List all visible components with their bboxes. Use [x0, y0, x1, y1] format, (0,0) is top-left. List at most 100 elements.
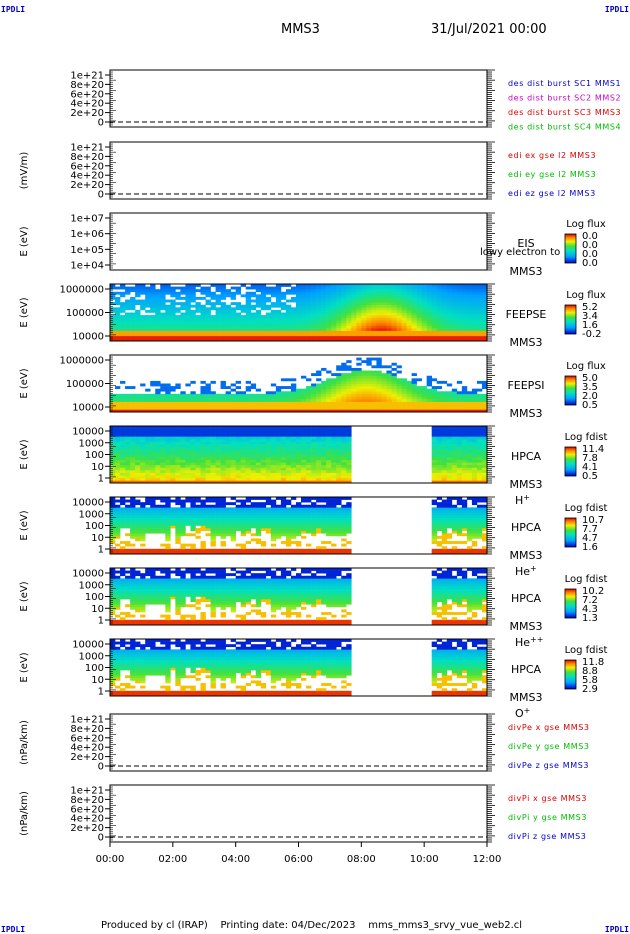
spacecraft-label-7: MMS3 — [510, 620, 543, 633]
corner-tag-top-right: IPDLI — [604, 5, 629, 14]
ylabel-8: E (eV) — [19, 652, 30, 682]
ytick-label-8-0: 10000 — [72, 640, 104, 651]
colorbar-tick-4-3: 0.5 — [582, 400, 598, 411]
spacecraft-label-6: MMS3 — [510, 549, 543, 562]
corner-tag-bottom-right: IPDLI — [604, 925, 629, 934]
species-label-7: He++ — [515, 635, 543, 650]
ytick-label-5-1: 1000 — [79, 438, 104, 449]
colorbar-tick-4-1: 3.5 — [582, 382, 598, 393]
right-tick-comb-6 — [110, 496, 495, 555]
ytick-label-0-2: 6e+20 — [70, 89, 104, 100]
ytick-label-3-1: 100000 — [66, 308, 104, 319]
colorbar-tick-6-2: 4.7 — [582, 533, 598, 544]
colorbar-tick-7-3: 1.3 — [582, 613, 598, 624]
colorbar-tick-8-3: 2.9 — [582, 684, 598, 695]
colorbar-title-5: Log fdist — [565, 432, 608, 443]
ytick-label-7-4: 1 — [98, 616, 104, 627]
spectrogram-7 — [110, 568, 488, 626]
colorbar-tick-2-0: 0.0 — [582, 231, 598, 242]
colorbar-6 — [564, 517, 577, 548]
overlay-text-2: lowy electron to — [480, 247, 560, 258]
ytick-label-10-3: 4e+20 — [70, 814, 104, 825]
colorbar-5 — [564, 446, 577, 477]
ylabel-1: (mV/m) — [19, 152, 30, 190]
legend-entry-10-2: divPi z gse MMS3 — [508, 832, 586, 841]
ytick-label-0-5: 0 — [98, 118, 104, 129]
corner-tag-top-left: IPDLI — [1, 5, 26, 14]
ytick-label-5-2: 100 — [85, 450, 104, 461]
instrument-label-6: HPCA — [511, 521, 542, 534]
ytick-label-7-1: 1000 — [79, 580, 104, 591]
colorbar-tick-5-1: 7.8 — [582, 453, 598, 464]
colorbar-tick-6-0: 10.7 — [582, 515, 604, 526]
ytick-label-5-3: 10 — [91, 462, 104, 473]
ytick-label-1-5: 0 — [98, 190, 104, 201]
ytick-label-1-0: 1e+21 — [70, 143, 104, 154]
spacecraft-title: MMS3 — [281, 22, 320, 37]
legend-entry-0-2: des dist burst SC3 MMS3 — [508, 108, 621, 117]
colorbar-7 — [564, 588, 577, 619]
ytick-label-1-2: 6e+20 — [70, 161, 104, 172]
xtick-label-5: 10:00 — [410, 854, 439, 865]
footer-filename: mms_mms3_srvy_vue_web2.cl — [368, 920, 523, 931]
colorbar-tick-2-2: 0.0 — [582, 249, 598, 260]
right-tick-comb-2 — [110, 212, 495, 271]
ytick-label-10-2: 6e+20 — [70, 804, 104, 815]
panel-4: 1000000 100000 10000 E (eV) FEEPSI MMS3 Log fl… — [19, 354, 606, 420]
ytick-label-5-0: 10000 — [72, 427, 104, 438]
footer-printing-date: Printing date: 04/Dec/2023 — [220, 920, 356, 931]
ytick-label-1-4: 2e+20 — [70, 180, 104, 191]
xtick-label-3: 06:00 — [284, 854, 313, 865]
xtick-label-0: 00:00 — [96, 854, 125, 865]
ytick-label-10-5: 0 — [98, 833, 104, 844]
xtick-label-1: 02:00 — [158, 854, 187, 865]
ylabel-4: E (eV) — [19, 368, 30, 398]
colorbar-title-6: Log fdist — [565, 503, 608, 514]
spectrogram-6 — [110, 497, 488, 555]
ytick-label-2-1: 1e+06 — [70, 229, 104, 240]
legend-entry-1-0: edi ex gse l2 MMS3 — [508, 151, 596, 160]
ytick-label-2-2: 1e+05 — [70, 245, 104, 256]
ytick-label-3-2: 10000 — [72, 332, 104, 343]
colorbar-tick-5-3: 0.5 — [582, 471, 598, 482]
spectrogram-8 — [110, 639, 488, 697]
colorbar-tick-6-1: 7.7 — [582, 524, 598, 535]
spacecraft-label-4: MMS3 — [510, 407, 543, 420]
ytick-label-9-0: 1e+21 — [70, 715, 104, 726]
legend-entry-0-0: des dist burst SC1 MMS1 — [508, 79, 621, 88]
instrument-label-8: HPCA — [511, 663, 542, 676]
colorbar-8 — [564, 659, 577, 690]
spacecraft-label-3: MMS3 — [510, 336, 543, 349]
ytick-label-0-4: 2e+20 — [70, 108, 104, 119]
ytick-label-7-2: 100 — [85, 592, 104, 603]
colorbar-tick-7-2: 4.3 — [582, 604, 598, 615]
ytick-label-8-1: 1000 — [79, 651, 104, 662]
spacecraft-label-2: MMS3 — [510, 265, 543, 278]
legend-entry-1-1: edi ey gse l2 MMS3 — [508, 170, 596, 179]
panel-frame-10 — [109, 784, 488, 843]
ytick-label-9-5: 0 — [98, 762, 104, 773]
ytick-label-7-3: 10 — [91, 604, 104, 615]
panel-frame-2 — [109, 212, 488, 271]
spacecraft-label-5: MMS3 — [510, 478, 543, 491]
spectrogram-3 — [110, 284, 488, 342]
ytick-label-10-0: 1e+21 — [70, 786, 104, 797]
colorbar-tick-7-0: 10.2 — [582, 586, 604, 597]
footer: Produced by cl (IRAP) Printing date: 04/… — [101, 920, 522, 931]
ytick-label-6-3: 10 — [91, 533, 104, 544]
ytick-label-9-4: 2e+20 — [70, 752, 104, 763]
legend-entry-0-1: des dist burst SC2 MMS2 — [508, 94, 621, 103]
colorbar-tick-8-2: 5.8 — [582, 675, 598, 686]
colorbar-tick-7-1: 7.2 — [582, 595, 598, 606]
ytick-label-4-1: 100000 — [66, 379, 104, 390]
ylabel-3: E (eV) — [19, 297, 30, 327]
ytick-label-0-3: 4e+20 — [70, 99, 104, 110]
right-tick-comb-8 — [110, 638, 495, 697]
right-tick-comb-3 — [110, 283, 495, 342]
instrument-label-2: EIS — [517, 237, 534, 250]
